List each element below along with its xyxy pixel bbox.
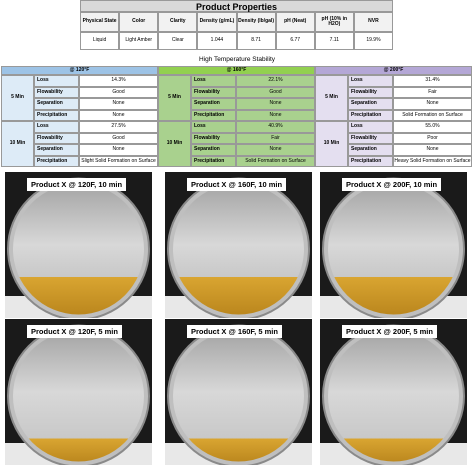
- prop-value: Clear: [158, 32, 198, 50]
- photo-caption: Product X @ 120F, 5 min: [27, 325, 122, 338]
- item-value: 14.3%: [79, 75, 158, 87]
- prop-header: pH (Neat): [275, 12, 315, 32]
- item-value: None: [236, 109, 315, 121]
- item-label: Precipitation: [191, 109, 236, 121]
- item-label: Flowability: [348, 132, 393, 144]
- time-label: 5 Min: [158, 75, 191, 121]
- prop-value: 8.71: [236, 32, 276, 50]
- photo-caption: Product X @ 200F, 10 min: [342, 178, 442, 191]
- item-value: None: [236, 144, 315, 156]
- time-label: 10 Min: [1, 121, 34, 167]
- item-value: 40.9%: [236, 121, 315, 133]
- item-label: Flowability: [34, 86, 79, 98]
- item-value: 31.4%: [393, 75, 472, 87]
- item-value: Fair: [393, 86, 472, 98]
- prop-header: Color: [119, 12, 159, 32]
- item-label: Precipitation: [34, 109, 79, 121]
- prop-header: NVR: [353, 12, 393, 32]
- time-label: 5 Min: [1, 75, 34, 121]
- group-header: @ 200°F: [315, 66, 472, 75]
- item-value: Solid Formation on Surface: [393, 109, 472, 121]
- item-label: Separation: [191, 98, 236, 110]
- group-header: @ 160°F: [158, 66, 315, 75]
- prop-header: pH (10% in H2O): [314, 12, 354, 32]
- time-label: 5 Min: [315, 75, 348, 121]
- photo-caption: Product X @ 200F, 5 min: [342, 325, 437, 338]
- item-label: Precipitation: [348, 155, 393, 167]
- item-value: None: [79, 144, 158, 156]
- prop-value: 19.9%: [353, 32, 393, 50]
- item-value: None: [236, 98, 315, 110]
- item-value: Good: [236, 86, 315, 98]
- item-value: Good: [79, 86, 158, 98]
- item-label: Flowability: [348, 86, 393, 98]
- title: Product Properties: [80, 0, 393, 12]
- item-label: Separation: [348, 144, 393, 156]
- photo: [320, 172, 467, 318]
- photo: [165, 172, 312, 318]
- photo-caption: Product X @ 160F, 5 min: [187, 325, 282, 338]
- item-label: Precipitation: [34, 155, 79, 167]
- item-label: Flowability: [34, 132, 79, 144]
- item-value: Fair: [236, 132, 315, 144]
- item-label: Loss: [348, 121, 393, 133]
- item-value: Good: [79, 132, 158, 144]
- item-value: 27.5%: [79, 121, 158, 133]
- photo-caption: Product X @ 120F, 10 min: [27, 178, 127, 191]
- item-value: 22.1%: [236, 75, 315, 87]
- prop-header: Density (lb/gal): [236, 12, 276, 32]
- item-label: Precipitation: [348, 109, 393, 121]
- photo: [5, 319, 152, 465]
- item-value: 55.0%: [393, 121, 472, 133]
- item-label: Loss: [191, 121, 236, 133]
- prop-value: 7.11: [314, 32, 354, 50]
- item-label: Separation: [34, 98, 79, 110]
- item-label: Flowability: [191, 132, 236, 144]
- photo-caption: Product X @ 160F, 10 min: [187, 178, 287, 191]
- item-label: Separation: [191, 144, 236, 156]
- item-label: Separation: [34, 144, 79, 156]
- item-label: Flowability: [191, 86, 236, 98]
- photo: [320, 319, 467, 465]
- item-value: None: [393, 98, 472, 110]
- prop-value: 6.77: [275, 32, 315, 50]
- item-label: Loss: [34, 75, 79, 87]
- prop-header: Clarity: [158, 12, 198, 32]
- stability-title: High Temperature Stability: [198, 56, 276, 63]
- item-value: None: [79, 109, 158, 121]
- item-value: Poor: [393, 132, 472, 144]
- group-header: @ 120°F: [1, 66, 158, 75]
- photo: [5, 172, 152, 318]
- item-label: Separation: [348, 98, 393, 110]
- item-label: Precipitation: [191, 155, 236, 167]
- item-label: Loss: [34, 121, 79, 133]
- item-value: Slight Solid Formation on Surface: [79, 155, 158, 167]
- item-value: Solid Formation on Surface: [236, 155, 315, 167]
- item-value: Heavy Solid Formation on Surface: [393, 155, 472, 167]
- photo: [165, 319, 312, 465]
- item-value: None: [79, 98, 158, 110]
- prop-value: Liquid: [80, 32, 120, 50]
- prop-value: 1.044: [197, 32, 237, 50]
- time-label: 10 Min: [315, 121, 348, 167]
- item-label: Loss: [348, 75, 393, 87]
- prop-header: Density (g/mL): [197, 12, 237, 32]
- item-label: Loss: [191, 75, 236, 87]
- prop-header: Physical State: [80, 12, 120, 32]
- time-label: 10 Min: [158, 121, 191, 167]
- item-value: None: [393, 144, 472, 156]
- prop-value: Light Amber: [119, 32, 159, 50]
